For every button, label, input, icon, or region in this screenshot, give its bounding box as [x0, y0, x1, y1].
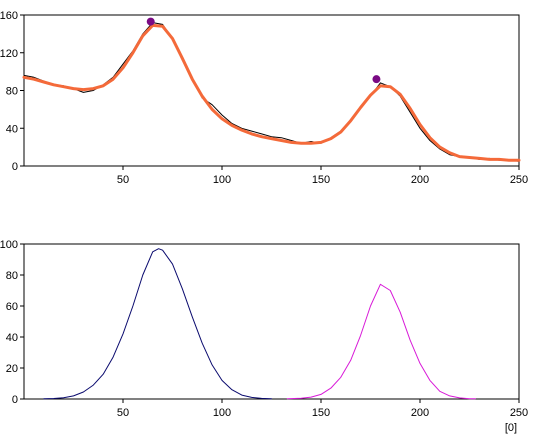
plot-frame — [23, 14, 520, 167]
y-tick-label: 0 — [12, 394, 18, 406]
y-tick-label: 120 — [0, 48, 18, 60]
x-tick-label: 150 — [312, 407, 330, 419]
x-tick-label: 100 — [213, 174, 231, 186]
y-tick-label: 160 — [0, 10, 18, 22]
series-line-2 — [22, 23, 521, 162]
y-tick-label: 40 — [6, 332, 18, 344]
peak-marker-2 — [372, 75, 381, 84]
x-tick-label: 250 — [510, 407, 528, 419]
y-tick-label: 80 — [6, 86, 18, 98]
x-tick-label: 150 — [312, 174, 330, 186]
chart-panel-2: 0 20 40 60 80 100 50 100 150 200 250 [0] — [0, 239, 528, 434]
x-tick-label: 200 — [411, 174, 429, 186]
y-tick-label: 60 — [6, 301, 18, 313]
y-tick-label: 20 — [6, 363, 18, 375]
series-line-2 — [286, 283, 476, 400]
x-tick-label: 100 — [213, 407, 231, 419]
plot-frame — [23, 243, 520, 400]
y-tick-label: 80 — [6, 270, 18, 282]
y-tick-label: 40 — [6, 123, 18, 135]
series-line-1 — [43, 248, 272, 400]
chart-panel-1: 0 40 80 120 160 50 100 150 200 250 — [0, 10, 528, 186]
x-tick-label: 50 — [117, 174, 129, 186]
x-tick-label: 250 — [510, 174, 528, 186]
y-tick-label: 0 — [12, 161, 18, 173]
x-tick-label: 50 — [117, 407, 129, 419]
y-tick-label: 100 — [0, 239, 18, 251]
peak-marker-1 — [146, 17, 155, 26]
x-tick-label: 200 — [411, 407, 429, 419]
x-unit-label: [0] — [505, 422, 517, 434]
